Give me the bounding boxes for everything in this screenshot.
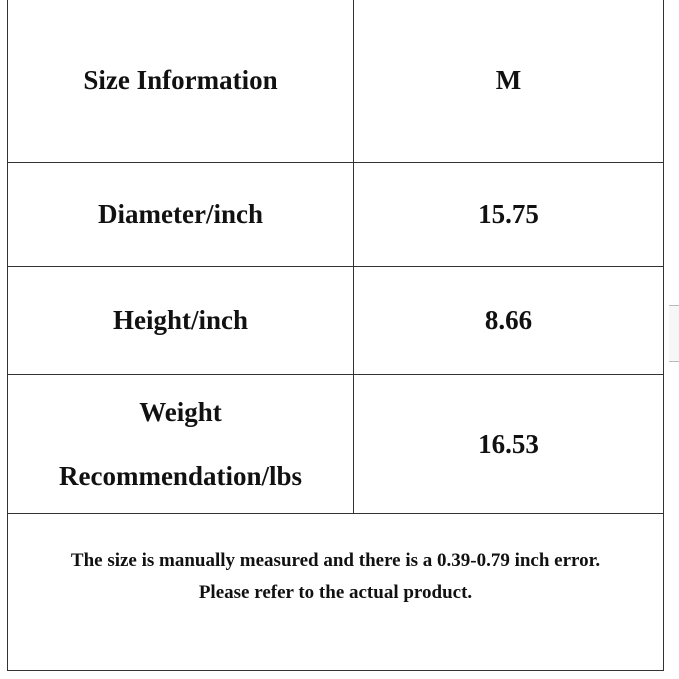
table-row-weight: Weight Recommendation/lbs 16.53 — [8, 375, 663, 514]
diameter-value: 15.75 — [478, 199, 539, 229]
measurement-note: The size is manually measured and there … — [8, 514, 663, 670]
size-table: Size Information M Diameter/inch 15.75 H… — [7, 0, 664, 671]
weight-label-line1: Weight — [139, 397, 222, 427]
weight-label: Weight Recommendation/lbs — [8, 375, 354, 513]
size-value: M — [495, 65, 522, 95]
note-line-1: The size is manually measured and there … — [70, 550, 601, 571]
height-value: 8.66 — [484, 305, 533, 335]
note-line-2: Please refer to the actual product. — [198, 582, 473, 603]
weight-label-line2: Recommendation/lbs — [59, 461, 302, 491]
diameter-label: Diameter/inch — [8, 163, 354, 266]
edge-artifact — [669, 305, 679, 362]
height-label: Height/inch — [8, 267, 354, 374]
table-row-height: Height/inch 8.66 — [8, 267, 663, 375]
size-information-label: Size Information — [8, 0, 354, 162]
table-row-header: Size Information M — [8, 0, 663, 163]
weight-value: 16.53 — [478, 428, 539, 459]
table-row-diameter: Diameter/inch 15.75 — [8, 163, 663, 267]
